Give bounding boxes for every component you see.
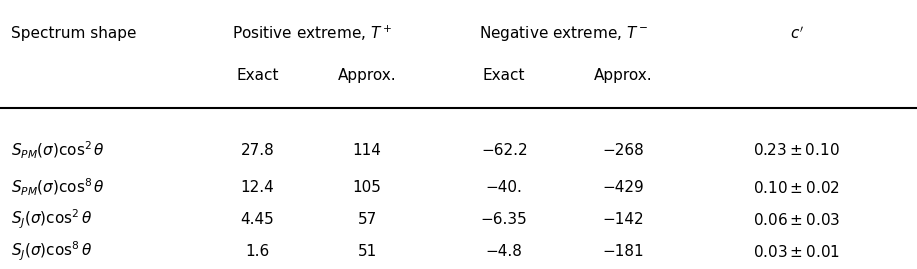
Text: −142: −142 <box>602 212 644 227</box>
Text: $S_{PM}(\sigma)\cos^2\theta$: $S_{PM}(\sigma)\cos^2\theta$ <box>10 140 105 161</box>
Text: 12.4: 12.4 <box>240 180 274 195</box>
Text: 51: 51 <box>358 244 377 259</box>
Text: −6.35: −6.35 <box>481 212 527 227</box>
Text: 1.6: 1.6 <box>245 244 270 259</box>
Text: −181: −181 <box>602 244 644 259</box>
Text: −4.8: −4.8 <box>486 244 523 259</box>
Text: Exact: Exact <box>236 68 279 83</box>
Text: Spectrum shape: Spectrum shape <box>10 26 136 41</box>
Text: Negative extreme, $T^-$: Negative extreme, $T^-$ <box>479 24 648 43</box>
Text: $S_{PM}(\sigma)\cos^8\theta$: $S_{PM}(\sigma)\cos^8\theta$ <box>10 177 105 198</box>
Text: 4.45: 4.45 <box>240 212 274 227</box>
Text: $S_J(\sigma)\cos^2\theta$: $S_J(\sigma)\cos^2\theta$ <box>10 208 92 231</box>
Text: $0.23\pm0.10$: $0.23\pm0.10$ <box>754 143 840 158</box>
Text: $0.03\pm0.01$: $0.03\pm0.01$ <box>753 244 840 260</box>
Text: −268: −268 <box>602 143 644 158</box>
Text: Exact: Exact <box>483 68 525 83</box>
Text: −429: −429 <box>602 180 644 195</box>
Text: −62.2: −62.2 <box>481 143 527 158</box>
Text: Approx.: Approx. <box>337 68 396 83</box>
Text: $0.10\pm0.02$: $0.10\pm0.02$ <box>753 180 840 196</box>
Text: 27.8: 27.8 <box>240 143 274 158</box>
Text: Positive extreme, $T^+$: Positive extreme, $T^+$ <box>232 24 392 43</box>
Text: 105: 105 <box>353 180 381 195</box>
Text: $0.06\pm0.03$: $0.06\pm0.03$ <box>753 212 841 228</box>
Text: $S_J(\sigma)\cos^8\theta$: $S_J(\sigma)\cos^8\theta$ <box>10 240 92 263</box>
Text: $c'$: $c'$ <box>790 25 803 42</box>
Text: 57: 57 <box>358 212 377 227</box>
Text: Approx.: Approx. <box>593 68 652 83</box>
Text: 114: 114 <box>353 143 381 158</box>
Text: −40.: −40. <box>486 180 523 195</box>
